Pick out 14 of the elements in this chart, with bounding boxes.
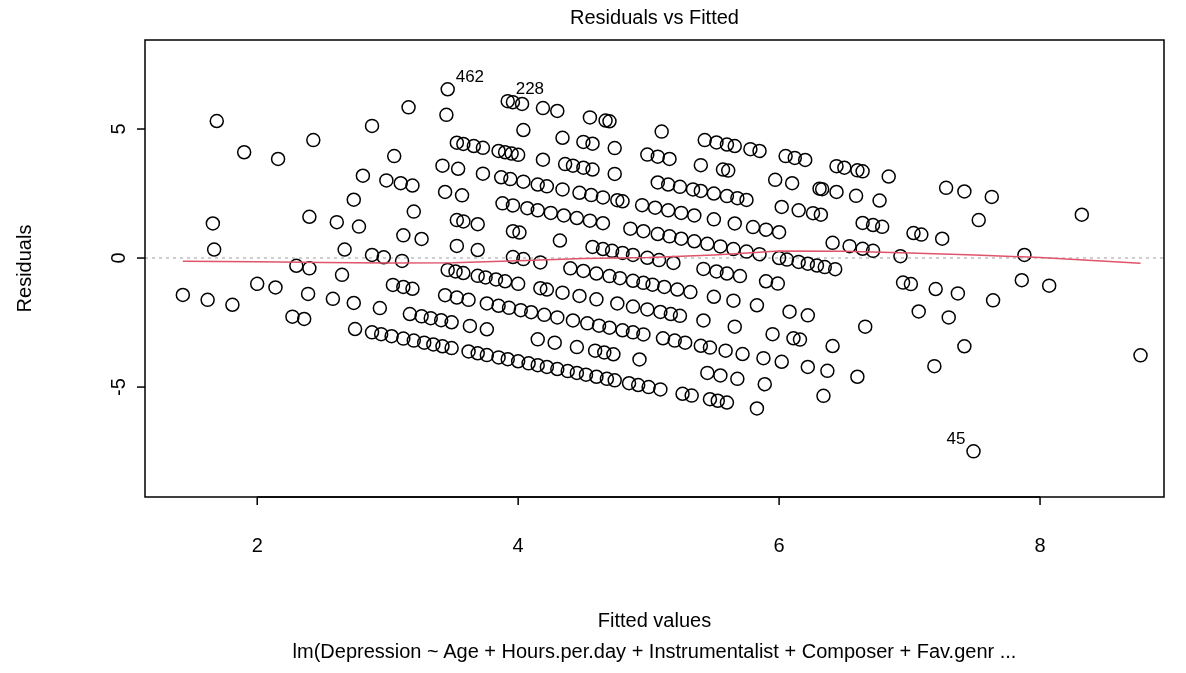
y-axis-title: Residuals: [13, 224, 35, 313]
annotation: 462: [455, 67, 485, 87]
y-tick-label: 0: [107, 252, 129, 264]
x-tick-label: 6: [773, 534, 785, 556]
x-tick-label: 2: [251, 534, 263, 556]
chart-title: Residuals vs Fitted: [570, 6, 739, 28]
y-tick-label: 5: [107, 123, 129, 135]
y-tick-label: -5: [107, 378, 129, 396]
annotation: 45: [946, 429, 966, 449]
annotation: 228: [515, 79, 545, 99]
text: lm(Depression ~ Age + Hours.per.day + Instrumentalist + Composer + Fav.genr ...: [292, 640, 1017, 662]
x-axis-title: Fitted values: [597, 609, 712, 631]
x-tick-label: 8: [1034, 534, 1046, 556]
x-tick-label: 4: [512, 534, 524, 556]
